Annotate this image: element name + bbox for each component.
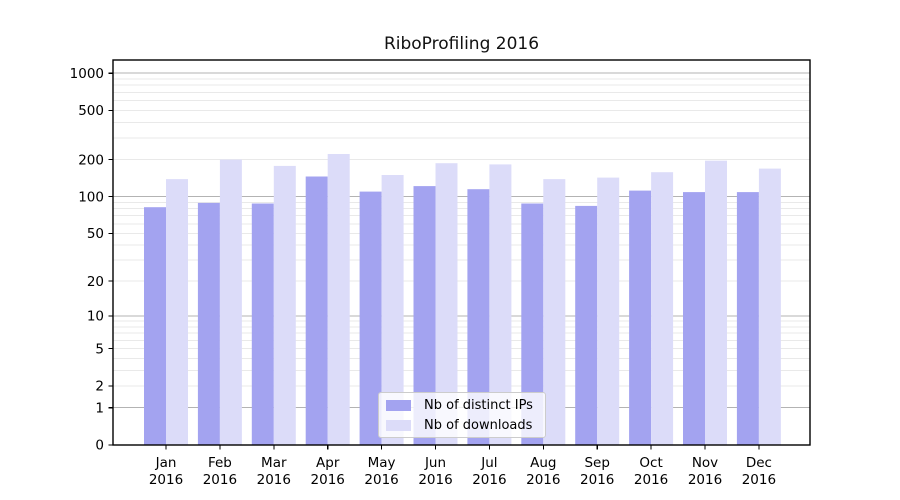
x-tick-label-mar: Mar [261,455,287,471]
bar-nb-of-distinct-ips-may [359,191,382,445]
x-tick-label-aug: Aug [530,455,556,471]
bars-nb-of-downloads [166,154,781,445]
bar-nb-of-distinct-ips-feb [197,202,220,445]
x-tick-label-oct: Oct [639,455,662,471]
x-tick-label-feb: Feb [208,455,232,471]
y-axis-ticks [108,72,113,446]
chart-title: RiboProfiling 2016 [383,34,540,54]
bar-nb-of-distinct-ips-sep [575,205,598,445]
y-tick-label-500: 500 [78,103,104,119]
x-tick-year-feb: 2016 [203,472,237,488]
x-tick-label-may: May [368,455,396,471]
bar-nb-of-downloads-feb [219,159,242,445]
y-tick-label-100: 100 [78,189,104,205]
legend-swatch-distinct-ips [386,399,411,411]
bar-nb-of-distinct-ips-jan [144,207,166,445]
x-tick-year-aug: 2016 [526,472,560,488]
legend-label-downloads: Nb of downloads [424,417,533,433]
x-axis-labels: Jan2016Feb2016Mar2016Apr2016May2016Jun20… [149,455,776,488]
bar-nb-of-downloads-apr [327,154,350,445]
y-tick-label-0: 0 [95,438,104,454]
bars-nb-of-distinct-ips [144,176,759,445]
x-tick-label-nov: Nov [692,455,718,471]
plot-frame [112,59,811,446]
y-tick-label-200: 200 [78,152,104,168]
y-tick-label-2: 2 [95,379,104,395]
bar-nb-of-downloads-sep [597,177,620,445]
x-tick-label-dec: Dec [746,455,772,471]
bar-nb-of-downloads-jun [435,163,458,445]
x-tick-year-sep: 2016 [580,472,614,488]
x-tick-year-jan: 2016 [149,472,183,488]
bar-nb-of-distinct-ips-apr [305,176,328,445]
x-tick-year-mar: 2016 [257,472,291,488]
x-tick-year-oct: 2016 [634,472,668,488]
x-tick-label-jun: Jun [424,455,446,471]
x-tick-label-jul: Jul [480,455,497,471]
x-tick-year-jun: 2016 [418,472,452,488]
x-tick-year-dec: 2016 [742,472,776,488]
y-tick-label-1: 1 [95,400,104,416]
bar-nb-of-downloads-may [381,175,404,445]
legend-item-downloads: Nb of downloads [386,417,545,434]
bar-nb-of-downloads-dec [758,168,781,445]
bar-nb-of-downloads-nov [705,160,727,445]
legend-item-distinct-ips: Nb of distinct IPs [386,397,545,414]
y-tick-label-50: 50 [87,226,104,242]
x-tick-year-apr: 2016 [311,472,345,488]
legend-label-distinct-ips: Nb of distinct IPs [424,397,533,413]
x-tick-label-sep: Sep [584,455,609,471]
y-tick-label-5: 5 [95,341,104,357]
bar-nb-of-downloads-aug [543,179,566,445]
x-tick-year-nov: 2016 [688,472,722,488]
y-tick-label-10: 10 [87,309,104,325]
bar-nb-of-distinct-ips-jun [413,186,436,445]
y-axis-labels: 0 1 2 5 10 20 50 100 200 500 1000 [70,66,104,454]
legend-swatch-downloads [386,419,411,431]
x-axis-ticks [165,445,760,450]
bar-nb-of-distinct-ips-nov [683,192,705,445]
bar-nb-of-distinct-ips-jul [467,189,490,445]
bar-nb-of-downloads-jan [166,179,188,445]
bar-nb-of-downloads-oct [651,172,674,445]
y-tick-label-1000: 1000 [70,66,104,82]
bar-nb-of-distinct-ips-aug [521,203,544,445]
bar-nb-of-downloads-mar [273,165,296,445]
x-tick-label-apr: Apr [316,455,340,471]
bar-nb-of-downloads-jul [489,164,512,445]
bar-nb-of-distinct-ips-oct [629,190,652,445]
y-tick-label-20: 20 [87,274,104,290]
x-tick-year-may: 2016 [364,472,398,488]
bar-nb-of-distinct-ips-dec [736,192,759,445]
x-tick-label-jan: Jan [155,455,177,471]
legend: Nb of distinct IPs Nb of downloads [378,392,546,438]
x-tick-year-jul: 2016 [472,472,506,488]
bar-nb-of-distinct-ips-mar [251,203,274,445]
